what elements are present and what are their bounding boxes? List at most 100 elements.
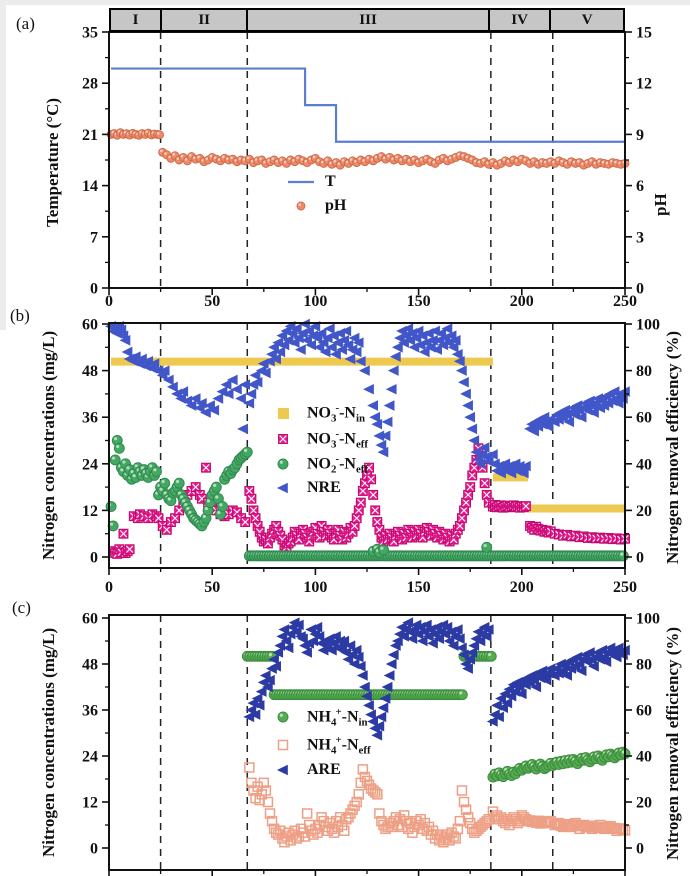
phase-cell-3: III <box>248 10 490 30</box>
svg-text:100: 100 <box>303 293 327 310</box>
svg-text:12: 12 <box>82 503 98 520</box>
axis-label-nitrogen-conc-b: Nitrogen concentrations (mg/L) <box>39 330 58 561</box>
axis-label-nre-c: Nitrogen removal efficiency (%) <box>663 626 682 860</box>
t-legend-marker-icon <box>288 180 314 184</box>
svg-text:15: 15 <box>636 25 652 42</box>
no3-neff-legend-marker-icon <box>278 433 288 444</box>
phase-cell-4: IV <box>490 10 552 30</box>
phase-label-2: II <box>198 11 211 28</box>
panel-tag-b: (b) <box>10 306 30 325</box>
series-NRE <box>105 318 630 479</box>
svg-text:80: 80 <box>636 363 652 380</box>
series-ARE <box>243 617 630 741</box>
svg-text:100: 100 <box>636 317 660 334</box>
series-pH <box>106 128 630 170</box>
svg-text:200: 200 <box>510 579 534 596</box>
svg-text:0: 0 <box>636 550 644 567</box>
nh4-neff-legend-marker-icon <box>277 739 289 751</box>
legend-label-nre: NRE <box>307 478 341 496</box>
legend-item-nh4-nin: NH4+-Nin <box>268 706 371 729</box>
page-edge-left <box>0 0 6 330</box>
axis-label-nitrogen-conc-c: Nitrogen concentrations (mg/L) <box>39 627 58 858</box>
svg-text:20: 20 <box>636 795 652 812</box>
svg-text:40: 40 <box>636 456 652 473</box>
axis-label-nre-b: Nitrogen removal efficiency (%) <box>663 330 682 564</box>
panel-c-plot: 0 12 24 36 48 60 0 20 40 60 80 100 <box>82 611 660 876</box>
svg-text:60: 60 <box>82 317 98 334</box>
svg-text:24: 24 <box>82 456 98 473</box>
legend-label-nh4-neff: NH4+-Neff <box>307 733 371 757</box>
legend-item-no2-neff: NO2--Neff <box>268 453 368 476</box>
axis-label-temperature: Temperature (°C) <box>43 97 62 227</box>
phase-label-5: V <box>581 11 593 28</box>
svg-text:36: 36 <box>82 410 98 427</box>
svg-text:0: 0 <box>90 550 98 567</box>
legend-item-no3-neff: NO3--Neff <box>268 427 369 451</box>
no2-neff-legend-marker-icon <box>277 458 289 470</box>
axis-label-ph: pH <box>651 193 670 217</box>
legend-panel-b: NO3--Nin NO3--Neff NO2--Neff NRE <box>268 402 368 497</box>
svg-text:250: 250 <box>613 293 637 310</box>
legend-item-ph: pH <box>286 197 346 215</box>
legend-label-ph: pH <box>325 197 347 214</box>
phase-cell-2: II <box>162 10 249 30</box>
svg-text:6: 6 <box>636 178 644 195</box>
svg-text:0: 0 <box>636 841 644 858</box>
phase-cell-5: V <box>551 10 623 30</box>
series-NH4-Neff <box>244 762 631 848</box>
svg-text:50: 50 <box>204 293 220 310</box>
svg-text:0: 0 <box>105 579 113 596</box>
svg-text:0: 0 <box>90 841 98 858</box>
svg-text:9: 9 <box>636 127 644 144</box>
svg-text:12: 12 <box>636 76 652 93</box>
svg-text:21: 21 <box>82 127 98 144</box>
phase-bar: I II III IV V <box>109 8 625 32</box>
phase-label-4: IV <box>511 11 528 28</box>
svg-text:48: 48 <box>82 363 98 380</box>
legend-item-t: T <box>286 173 346 191</box>
svg-text:24: 24 <box>82 749 98 766</box>
panel-b-plot: 0 50 100 150 200 250 0 12 24 36 48 60 0 20 40 60 80 100 <box>82 317 660 597</box>
legend-label-no3-neff: NO3--Neff <box>307 427 369 451</box>
legend-item-nh4-neff: NH4+-Neff <box>268 733 371 757</box>
svg-text:200: 200 <box>510 293 534 310</box>
nh4-nin-legend-marker-icon <box>277 711 289 723</box>
svg-text:250: 250 <box>613 579 637 596</box>
svg-text:60: 60 <box>82 611 98 628</box>
panel-tag-a: (a) <box>16 14 35 33</box>
svg-text:100: 100 <box>303 579 327 596</box>
legend-label-no3-nin: NO3--Nin <box>307 402 366 425</box>
svg-text:3: 3 <box>636 229 644 246</box>
phase-label-1: I <box>132 11 139 28</box>
legend-panel-c: NH4+-Nin NH4+-Neff ARE <box>268 706 371 779</box>
svg-text:0: 0 <box>636 281 644 298</box>
svg-text:28: 28 <box>82 76 98 93</box>
nre-legend-marker-icon <box>277 482 288 493</box>
legend-item-nre: NRE <box>268 479 368 497</box>
legend-label-no2-neff: NO2--Neff <box>307 453 369 476</box>
no3-nin-legend-marker-icon <box>278 408 289 420</box>
svg-text:7: 7 <box>90 229 98 246</box>
series-T <box>111 67 625 143</box>
svg-text:12: 12 <box>82 795 98 812</box>
svg-text:40: 40 <box>636 749 652 766</box>
svg-text:36: 36 <box>82 703 98 720</box>
ph-legend-marker-icon <box>296 201 306 211</box>
svg-text:50: 50 <box>204 579 220 596</box>
legend-label-nh4-nin: NH4+-Nin <box>307 706 368 729</box>
legend-item-are: ARE <box>268 761 371 779</box>
svg-text:0: 0 <box>90 281 98 298</box>
svg-text:150: 150 <box>407 579 431 596</box>
svg-text:150: 150 <box>407 293 431 310</box>
svg-text:20: 20 <box>636 503 652 520</box>
svg-text:60: 60 <box>636 410 652 427</box>
svg-text:14: 14 <box>82 178 98 195</box>
phase-label-3: III <box>359 11 377 28</box>
series-NO3-Neff <box>108 443 630 559</box>
series-NO3-Nin <box>111 357 625 513</box>
svg-text:48: 48 <box>82 657 98 674</box>
